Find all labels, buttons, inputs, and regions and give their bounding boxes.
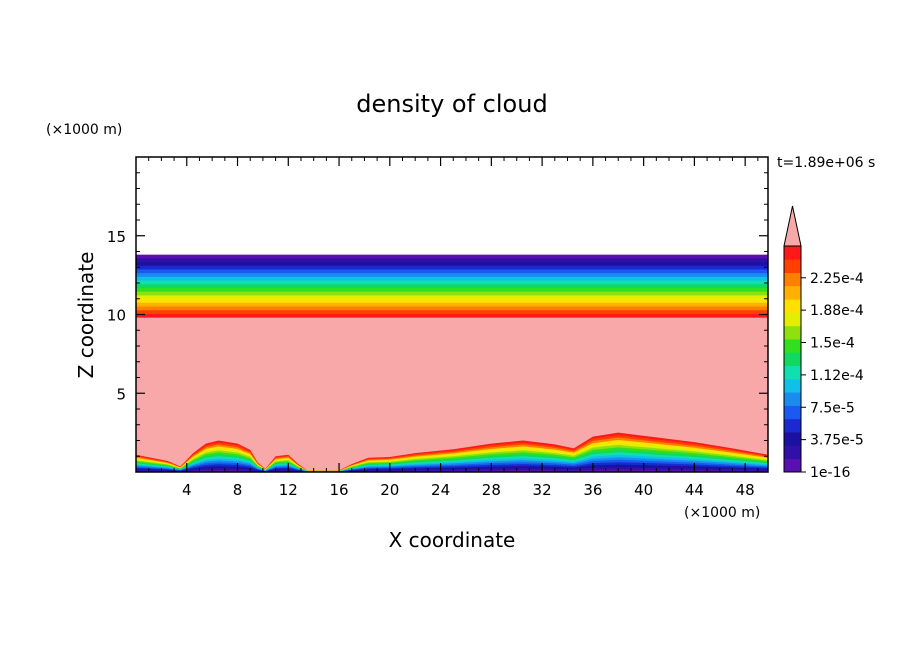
cloud-band-3: [136, 265, 768, 271]
cloud-band-15: [136, 310, 768, 315]
colorbar-segment: [784, 272, 801, 287]
surface-cloud-profile: [136, 432, 768, 472]
colorbar-segment: [784, 405, 801, 420]
cloud-top-gradient: [136, 254, 768, 319]
cloud-band-14: [136, 306, 768, 311]
colorbar-segment: [784, 325, 801, 340]
cloud-band-9: [136, 288, 768, 293]
x-tick-label: 44: [685, 481, 704, 499]
y-tick-label: 5: [116, 385, 126, 403]
colorbar-segment: [784, 339, 801, 353]
colorbar-label: 1.88e-4: [810, 303, 864, 319]
x-tick-label: 16: [330, 481, 349, 499]
colorbar-over-arrow: [783, 205, 802, 247]
colorbar-label: 7.5e-5: [810, 400, 855, 416]
colorbar-segment: [784, 418, 801, 433]
x-tick-label: 32: [533, 481, 552, 499]
colorbar-label: 1.12e-4: [810, 368, 864, 384]
y-axis-ticks: 5 10 15: [107, 172, 768, 457]
time-label: t=1.89e+06 s: [777, 155, 875, 171]
colorbar-label: 3.75e-5: [810, 433, 864, 449]
colorbar-segment: [784, 445, 801, 460]
cloud-band-11: [136, 295, 768, 300]
cloud-band-8: [136, 284, 768, 289]
chart-title: density of cloud: [356, 90, 547, 118]
cloud-band-7: [136, 280, 768, 285]
y-axis-unit: (×1000 m): [46, 122, 122, 138]
colorbar-segment: [784, 458, 801, 473]
cloud-band-5: [136, 273, 768, 278]
cloud-band-13: [136, 302, 768, 308]
x-tick-label: 4: [182, 481, 192, 499]
colorbar: 1e-16 3.75e-5 7.5e-5 1.12e-4 1.5e-4 1.88e-4 2.…: [783, 205, 864, 481]
x-tick-label: 48: [736, 481, 755, 499]
x-axis-unit: (×1000 m): [684, 505, 760, 521]
cloud-band-2: [136, 262, 768, 267]
y-tick-label: 15: [107, 228, 126, 246]
colorbar-segment: [784, 312, 801, 327]
colorbar-segment: [784, 378, 801, 393]
colorbar-segment: [784, 285, 801, 300]
x-tick-label: 28: [482, 481, 501, 499]
cloud-band-4: [136, 269, 768, 274]
x-tick-label: 36: [583, 481, 602, 499]
colorbar-segment: [784, 259, 801, 273]
cloud-band-16: [136, 313, 768, 319]
x-tick-label: 24: [431, 481, 450, 499]
x-tick-label: 40: [634, 481, 653, 499]
colorbar-segment: [784, 432, 801, 446]
colorbar-segment: [784, 246, 801, 260]
colorbar-frame: [783, 245, 802, 473]
cloud-band-1: [136, 258, 768, 263]
x-tick-label: 20: [380, 481, 399, 499]
y-axis-label: Z coordinate: [74, 252, 98, 379]
cloud-band-10: [136, 291, 768, 297]
plot-area: [136, 157, 768, 472]
colorbar-segment: [784, 365, 801, 380]
colorbar-label: 1e-16: [810, 465, 850, 481]
cloud-band-0: [136, 254, 768, 259]
colorbar-segment: [784, 352, 801, 367]
colorbar-label: 2.25e-4: [810, 271, 864, 287]
x-tick-label: 8: [233, 481, 243, 499]
x-tick-label: 12: [279, 481, 298, 499]
colorbar-label: 1.5e-4: [810, 336, 855, 352]
cloud-band-6: [136, 276, 768, 282]
colorbar-segment: [784, 392, 801, 406]
cloud-band-12: [136, 299, 768, 304]
x-axis-ticks: 4 8 12 16 20 24 28 32 36 40 44 48: [148, 157, 759, 499]
colorbar-segment: [784, 299, 801, 313]
x-axis-label: X coordinate: [389, 528, 516, 552]
y-tick-label: 10: [107, 307, 126, 325]
